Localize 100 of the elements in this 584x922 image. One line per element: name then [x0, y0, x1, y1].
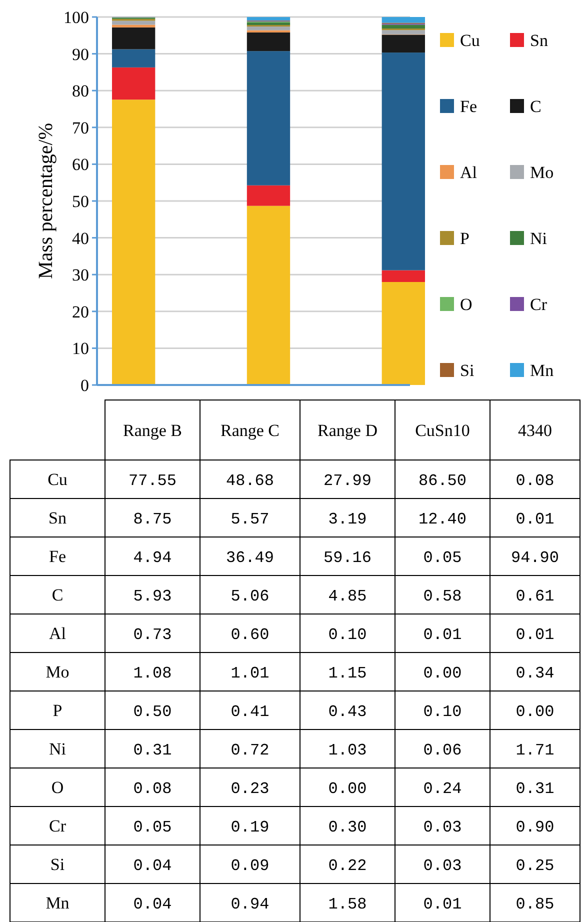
bar [382, 52, 425, 270]
legend-label: Mo [530, 162, 554, 182]
bar [382, 270, 425, 282]
text: 0.03 [423, 818, 462, 836]
category-label: O [51, 778, 64, 798]
text: 0.09 [230, 856, 270, 875]
legend-label: Fe [460, 96, 477, 116]
text: 4.94 [133, 548, 172, 567]
text: 1.03 [328, 741, 367, 760]
bar [246, 32, 290, 52]
text: 0.58 [423, 587, 462, 606]
text: 86.50 [418, 472, 467, 490]
category-label: C [52, 586, 64, 605]
text: 0.01 [516, 510, 554, 528]
bar [112, 49, 156, 68]
bar [246, 185, 290, 206]
text: 0.04 [133, 856, 172, 875]
bar [382, 282, 425, 385]
text: 0.22 [328, 856, 367, 875]
bar [112, 100, 156, 385]
legend-label: P [460, 228, 470, 248]
text: 0.85 [516, 895, 554, 914]
category-label: Al [49, 624, 66, 644]
text: 0.43 [328, 702, 367, 721]
text: 0.19 [230, 818, 270, 836]
text: 3.19 [328, 510, 367, 528]
category-label: Cu [48, 470, 68, 490]
text: 12.40 [418, 510, 467, 528]
text: 0.30 [328, 818, 367, 836]
text: 8.75 [133, 510, 172, 528]
text: 0.06 [423, 741, 462, 760]
text: 0.25 [516, 856, 554, 875]
text: 0.04 [133, 895, 172, 914]
bar [112, 67, 156, 100]
legend-label: Al [460, 162, 478, 182]
category-label: Si [50, 855, 65, 874]
bar [382, 34, 425, 53]
category-label: 4340 [518, 420, 552, 440]
y-tick-label: 100 [64, 8, 89, 27]
bar [382, 17, 425, 23]
bar [246, 26, 290, 30]
text: 0.01 [423, 626, 462, 644]
category-label: Ni [49, 740, 66, 759]
text: 0.05 [423, 548, 462, 567]
text: 0.03 [423, 856, 462, 875]
bar [246, 51, 290, 186]
legend-label: C [530, 96, 542, 116]
text: 0.72 [230, 741, 270, 760]
category-label: CuSn10 [415, 420, 470, 440]
category-label: P [52, 701, 62, 720]
category-label: Sn [48, 508, 66, 528]
legend-label: O [460, 294, 472, 314]
text: 0.94 [230, 895, 270, 914]
text: 36.49 [226, 548, 274, 567]
text: 0.10 [423, 702, 462, 721]
text: 0.31 [516, 780, 554, 798]
text: 0.00 [328, 780, 367, 798]
text: 0.50 [133, 702, 172, 721]
text: 1.58 [328, 895, 367, 914]
category-label: Fe [49, 547, 66, 566]
category-label: Mo [46, 662, 70, 682]
y-tick-label: 60 [72, 155, 89, 174]
y-tick-label: 20 [72, 302, 89, 322]
y-tick-label: 30 [72, 266, 89, 285]
text: 0.41 [230, 702, 270, 721]
text: 48.68 [226, 472, 274, 490]
category-label: Range B [122, 420, 182, 440]
y-tick-label: 10 [72, 339, 89, 358]
y-tick-label: 0 [80, 376, 89, 395]
text: 0.00 [423, 664, 462, 682]
text: 0.01 [516, 626, 554, 644]
bar [382, 24, 425, 29]
bar [246, 206, 290, 385]
category-label: Cr [49, 816, 66, 836]
text: 94.90 [510, 548, 560, 567]
text: 1.01 [230, 664, 270, 682]
text: 0.90 [516, 818, 554, 836]
y-tick-label: 70 [72, 118, 89, 138]
text: 0.31 [133, 741, 172, 760]
text: 1.15 [328, 664, 367, 682]
bar [382, 30, 425, 34]
y-tick-label: 90 [72, 44, 89, 64]
bar [246, 22, 290, 26]
text: 0.34 [516, 664, 554, 682]
text: 0.01 [423, 895, 462, 914]
text: 0.08 [133, 780, 172, 798]
text: 0.00 [516, 702, 554, 721]
text: 1.08 [133, 664, 172, 682]
y-tick-label: 80 [72, 82, 89, 101]
text: 0.05 [133, 818, 172, 836]
text: 0.61 [516, 587, 554, 606]
text: 5.93 [133, 587, 172, 606]
text: 0.60 [230, 626, 270, 644]
text: 4.85 [328, 587, 367, 606]
text: 0.23 [230, 780, 270, 798]
legend-label: Cu [460, 30, 480, 50]
legend-label: Mn [530, 360, 554, 380]
legend-label: Ni [530, 228, 548, 248]
category-label: Mn [46, 894, 70, 913]
text: 1.71 [516, 741, 554, 760]
